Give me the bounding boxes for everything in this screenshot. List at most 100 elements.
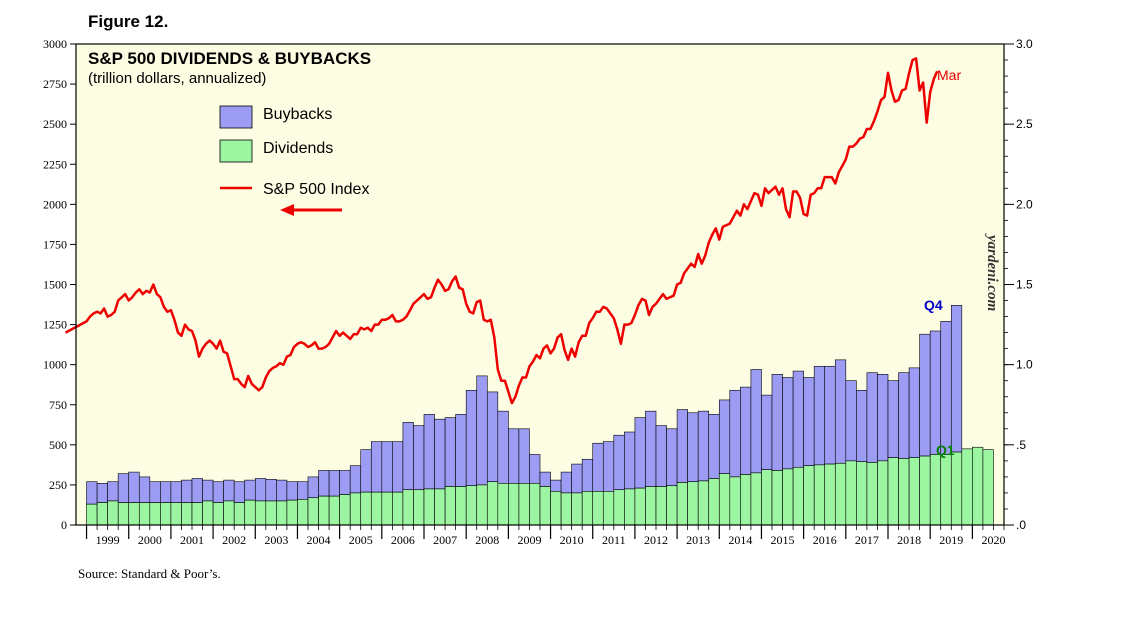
bar-buybacks: [845, 380, 857, 462]
bar-dividends: [761, 469, 773, 526]
bar-buybacks: [476, 375, 488, 486]
legend-index-label: S&P 500 Index: [263, 181, 369, 198]
bar-buybacks: [771, 373, 783, 471]
bar-buybacks: [666, 428, 678, 487]
year-label: 2002: [222, 533, 246, 547]
bar-buybacks: [803, 377, 815, 466]
bar-dividends: [571, 492, 583, 526]
bar-buybacks: [402, 422, 414, 491]
bar-buybacks: [128, 471, 140, 503]
bar-dividends: [877, 460, 889, 526]
left-tick-label: 1000: [43, 358, 67, 372]
bar-buybacks: [602, 441, 615, 492]
bar-buybacks: [782, 377, 794, 470]
bar-dividends: [254, 500, 267, 526]
bar-buybacks: [434, 418, 446, 490]
bar-dividends: [392, 491, 404, 526]
legend-dividends-label: Dividends: [263, 140, 333, 157]
bar-buybacks: [465, 390, 478, 487]
bar-buybacks: [655, 425, 667, 487]
bar-buybacks: [149, 481, 161, 503]
bar-buybacks: [413, 425, 425, 491]
bar-dividends: [539, 486, 551, 526]
bar-buybacks: [254, 478, 267, 502]
year-label: 2009: [517, 533, 541, 547]
sp500-index-line: [64, 57, 939, 405]
bar-dividends: [212, 502, 224, 526]
bar-dividends: [149, 502, 161, 526]
year-label: 2010: [560, 533, 584, 547]
left-tick-label: 2750: [43, 77, 67, 91]
year-label: 2017: [855, 533, 879, 547]
year-label: 2004: [307, 533, 331, 547]
bar-dividends: [476, 484, 488, 526]
year-label: 2015: [771, 533, 795, 547]
year-label: 2020: [981, 533, 1005, 547]
bar-dividends: [824, 463, 836, 526]
bar-buybacks: [571, 463, 583, 494]
bar-buybacks: [539, 471, 551, 487]
left-arrow-icon: [280, 204, 342, 216]
bar-dividends: [592, 491, 604, 526]
bar-buybacks: [86, 481, 98, 505]
bar-dividends: [718, 473, 731, 526]
bar-buybacks: [138, 476, 151, 503]
bar-dividends: [360, 491, 372, 526]
bar-dividends: [750, 472, 762, 526]
bar-dividends: [708, 478, 720, 526]
bar-buybacks: [455, 414, 467, 487]
bar-dividends: [339, 494, 351, 526]
year-label: 2014: [728, 533, 752, 547]
bar-dividends: [729, 476, 741, 526]
bar-dividends: [697, 480, 710, 526]
bar-dividends: [676, 482, 688, 526]
bar-dividends: [170, 502, 182, 526]
bar-dividends: [138, 502, 151, 526]
bar-dividends: [486, 481, 499, 526]
left-tick-label: 3000: [43, 37, 67, 51]
bar-buybacks: [950, 305, 963, 453]
bar-dividends: [919, 455, 931, 526]
right-tick-label: 1.5: [1016, 278, 1033, 292]
legend-buybacks-label: Buybacks: [263, 106, 332, 123]
bar-dividends: [233, 502, 246, 526]
bar-dividends: [602, 491, 615, 526]
bar-buybacks: [613, 434, 625, 491]
year-label: 2016: [813, 533, 837, 547]
bar-dividends: [961, 448, 973, 526]
bar-dividends: [529, 483, 541, 526]
bar-dividends: [972, 446, 984, 526]
bar-buybacks: [96, 483, 108, 503]
bar-dividends: [813, 464, 826, 526]
bar-dividends: [276, 500, 288, 526]
right-tick-label: 3.0: [1016, 37, 1033, 51]
bar-buybacks: [181, 479, 193, 503]
bar-dividends: [950, 451, 963, 526]
bar-dividends: [740, 474, 752, 526]
bar-buybacks: [761, 394, 773, 470]
left-tick-label: 1250: [43, 318, 67, 332]
bar-dividends: [223, 500, 235, 526]
year-label: 2011: [602, 533, 626, 547]
bar-dividends: [191, 502, 203, 526]
bar-dividends: [413, 489, 425, 526]
bar-buybacks: [117, 473, 130, 503]
bar-dividends: [771, 470, 783, 526]
bar-buybacks: [244, 479, 256, 501]
bar-buybacks: [887, 380, 899, 458]
bar-buybacks: [529, 454, 541, 484]
bar-buybacks: [318, 470, 330, 497]
bar-buybacks: [286, 481, 298, 501]
bar-buybacks: [718, 399, 731, 474]
bar-buybacks: [560, 471, 572, 494]
bar-buybacks: [233, 481, 246, 503]
right-tick-label: 2.0: [1016, 197, 1033, 211]
year-label: 2005: [349, 533, 373, 547]
bar-dividends: [128, 502, 140, 526]
left-tick-label: 2000: [43, 197, 67, 211]
bar-dividends: [181, 502, 193, 526]
bar-buybacks: [645, 410, 657, 487]
bar-buybacks: [550, 479, 562, 492]
bar-dividends: [634, 487, 646, 526]
bar-dividends: [550, 491, 562, 526]
